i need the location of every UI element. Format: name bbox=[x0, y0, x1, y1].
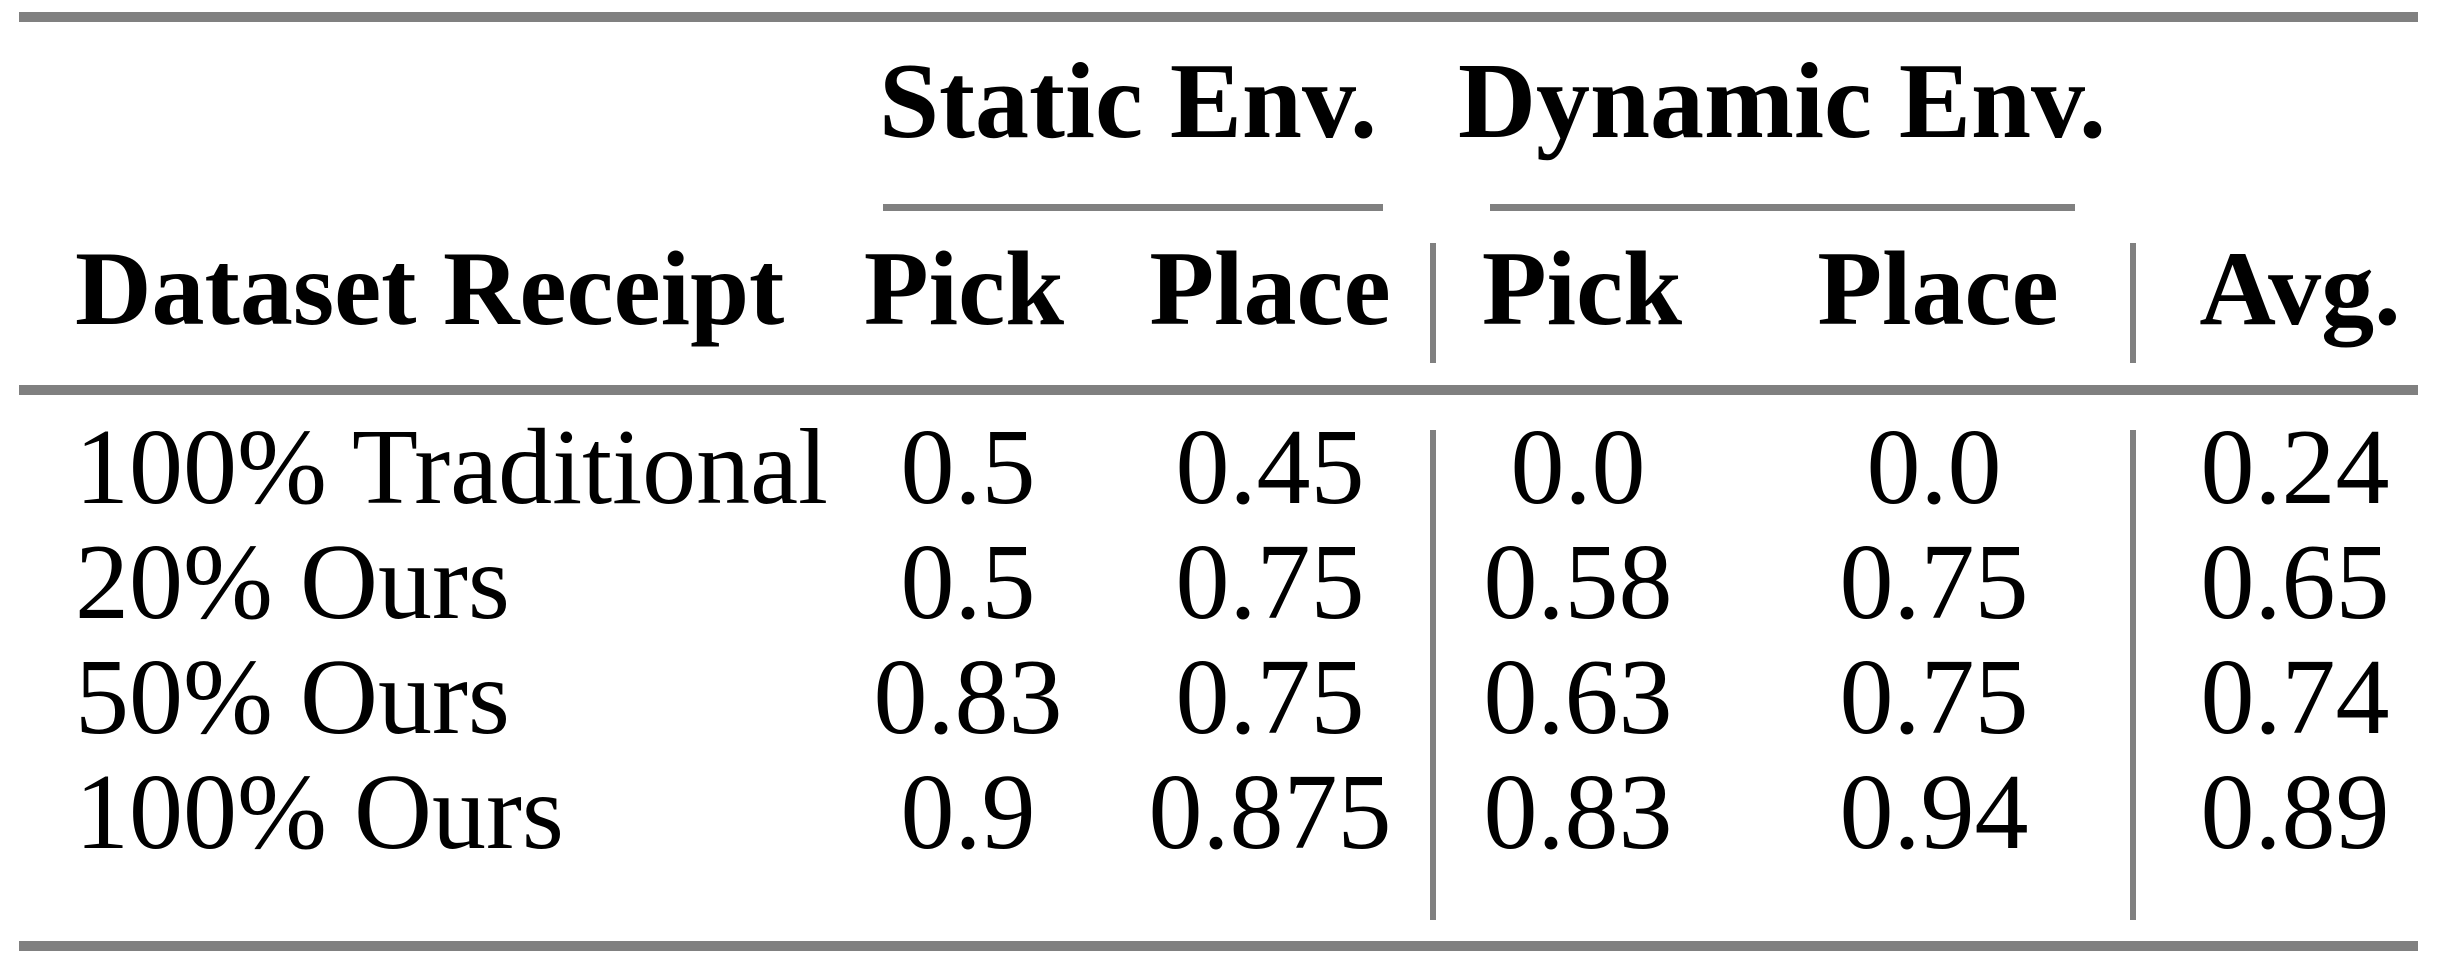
group-header-dynamic-env: Dynamic Env. bbox=[1457, 42, 2107, 161]
dynamic-env-underline bbox=[1490, 204, 2075, 211]
cell-avg: 0.89 bbox=[2200, 753, 2390, 872]
top-rule bbox=[19, 12, 2418, 22]
cell-static-pick: 0.5 bbox=[900, 408, 1036, 527]
column-header-dataset-receipt: Dataset Receipt bbox=[75, 230, 785, 347]
row-label: 100% Traditional bbox=[75, 408, 829, 527]
cell-dynamic-place: 0.94 bbox=[1839, 753, 2029, 872]
cell-static-place: 0.875 bbox=[1148, 753, 1392, 872]
cell-static-pick: 0.9 bbox=[900, 753, 1036, 872]
cell-dynamic-place: 0.75 bbox=[1839, 523, 2029, 642]
cell-avg: 0.65 bbox=[2200, 523, 2390, 642]
cell-static-pick: 0.5 bbox=[900, 523, 1036, 642]
column-header-avg: Avg. bbox=[2199, 230, 2401, 347]
static-env-underline bbox=[883, 204, 1383, 211]
cell-dynamic-pick: 0.0 bbox=[1510, 408, 1646, 527]
row-label: 20% Ours bbox=[75, 523, 510, 642]
column-header-static-pick: Pick bbox=[863, 230, 1065, 347]
cell-dynamic-pick: 0.63 bbox=[1483, 638, 1673, 757]
cell-static-place: 0.75 bbox=[1175, 638, 1365, 757]
row-label: 100% Ours bbox=[75, 753, 564, 872]
cell-avg: 0.74 bbox=[2200, 638, 2390, 757]
cell-static-place: 0.75 bbox=[1175, 523, 1365, 642]
cell-dynamic-pick: 0.83 bbox=[1483, 753, 1673, 872]
group-header-static-env: Static Env. bbox=[878, 42, 1378, 161]
vertical-separator-static-dynamic-header bbox=[1430, 243, 1436, 363]
cell-avg: 0.24 bbox=[2200, 408, 2390, 527]
column-header-dynamic-place: Place bbox=[1817, 230, 2059, 347]
column-header-static-place: Place bbox=[1149, 230, 1391, 347]
cell-dynamic-place: 0.75 bbox=[1839, 638, 2029, 757]
cell-dynamic-pick: 0.58 bbox=[1483, 523, 1673, 642]
cell-static-place: 0.45 bbox=[1175, 408, 1365, 527]
vertical-separator-avg-header bbox=[2130, 243, 2136, 363]
cell-dynamic-place: 0.0 bbox=[1866, 408, 2002, 527]
vertical-separator-static-dynamic-body bbox=[1430, 430, 1436, 920]
row-label: 50% Ours bbox=[75, 638, 510, 757]
header-bottom-rule bbox=[19, 385, 2418, 395]
column-header-dynamic-pick: Pick bbox=[1481, 230, 1683, 347]
cell-static-pick: 0.83 bbox=[873, 638, 1063, 757]
bottom-rule bbox=[19, 941, 2418, 951]
vertical-separator-avg-body bbox=[2130, 430, 2136, 920]
